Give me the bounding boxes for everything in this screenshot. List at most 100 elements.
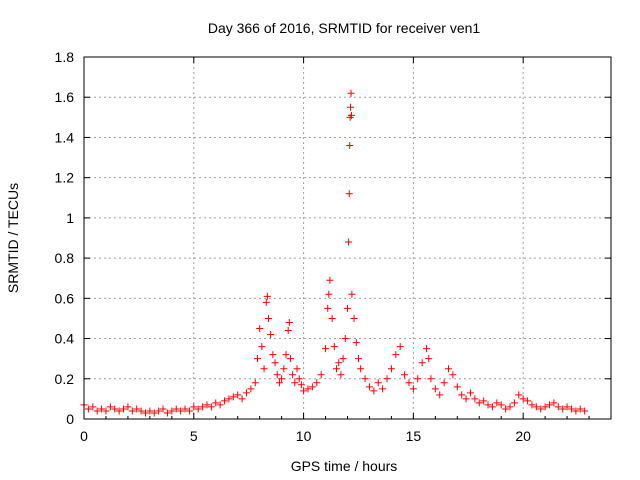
data-point: [350, 314, 358, 322]
data-point: [440, 379, 448, 387]
data-point: [449, 371, 457, 379]
data-point: [308, 383, 316, 391]
data-point: [335, 359, 343, 367]
data-point: [304, 385, 312, 393]
data-point: [93, 407, 101, 415]
data-point: [313, 379, 321, 387]
data-point: [453, 383, 461, 391]
data-point: [269, 351, 277, 359]
data-point: [348, 290, 356, 298]
data-point: [216, 401, 224, 409]
data-point: [396, 343, 404, 351]
data-point: [124, 403, 132, 411]
data-point: [572, 407, 580, 415]
data-point: [436, 391, 444, 399]
y-tick-label: 0.8: [55, 250, 75, 266]
data-point: [137, 407, 145, 415]
data-point: [344, 304, 351, 312]
data-point: [128, 407, 136, 415]
y-tick-label: 0.2: [55, 371, 75, 387]
data-point: [225, 395, 233, 403]
data-point: [462, 395, 470, 403]
y-tick-label: 1.6: [55, 89, 75, 105]
data-point: [258, 343, 266, 351]
data-point: [466, 389, 474, 397]
y-tick-label: 1.4: [55, 129, 75, 145]
data-point: [502, 405, 510, 413]
data-point: [120, 405, 128, 413]
data-point: [260, 365, 268, 373]
data-point: [247, 385, 255, 393]
data-point: [146, 407, 154, 415]
data-point: [418, 359, 426, 367]
data-point: [177, 407, 185, 415]
data-point: [106, 403, 114, 411]
data-point: [289, 371, 297, 379]
data-point: [285, 318, 293, 326]
data-point: [392, 351, 400, 359]
data-point: [414, 375, 422, 383]
data-point: [554, 403, 562, 411]
data-point: [550, 399, 558, 407]
data-point: [253, 355, 261, 363]
data-point: [280, 365, 288, 373]
data-point: [185, 407, 193, 415]
data-point: [361, 375, 369, 383]
data-point: [325, 290, 333, 298]
data-point: [229, 393, 237, 401]
data-point: [155, 407, 163, 415]
data-point: [345, 190, 353, 198]
data-point: [163, 409, 171, 417]
data-points: [80, 89, 589, 417]
data-point: [425, 355, 433, 363]
data-point: [297, 381, 305, 389]
data-point: [330, 343, 338, 351]
y-tick-label: 1.8: [55, 49, 75, 65]
data-point: [431, 385, 439, 393]
data-point: [480, 397, 488, 405]
y-axis-label: SRMTID / TECUs: [5, 183, 21, 293]
x-tick-label: 15: [406, 428, 422, 444]
data-point: [262, 298, 270, 306]
data-point: [84, 405, 92, 413]
x-tick-label: 20: [515, 428, 531, 444]
chart-title: Day 366 of 2016, SRMTID for receiver ven…: [208, 20, 481, 36]
data-point: [133, 405, 141, 413]
data-point: [524, 397, 532, 405]
data-point: [493, 399, 501, 407]
data-point: [458, 391, 466, 399]
y-tick-label: 1.2: [55, 170, 75, 186]
data-point: [102, 407, 110, 415]
data-point: [405, 379, 413, 387]
x-tick-label: 5: [190, 428, 198, 444]
data-point: [383, 375, 391, 383]
data-point: [194, 405, 202, 413]
data-point: [328, 314, 336, 322]
data-point: [273, 371, 281, 379]
data-point: [401, 371, 409, 379]
data-point: [528, 401, 536, 409]
data-point: [264, 314, 272, 322]
data-point: [445, 365, 453, 373]
data-point: [475, 399, 483, 407]
data-point: [427, 375, 435, 383]
data-point: [295, 375, 303, 383]
data-point: [199, 403, 207, 411]
data-point: [506, 403, 514, 411]
data-point: [387, 365, 395, 373]
y-tick-label: 0.6: [55, 290, 75, 306]
data-point: [345, 238, 353, 246]
data-point: [423, 345, 431, 353]
data-point: [346, 141, 354, 149]
axis-ticks: 0 0.2 0.4 0.6 0.8 1 1.2 1.4 1.6 1.8 0 5 10 15 20: [55, 49, 611, 444]
data-point: [89, 403, 97, 411]
data-point: [546, 401, 554, 409]
grid: [84, 57, 611, 419]
data-point: [581, 407, 589, 415]
data-point: [317, 371, 325, 379]
data-point: [98, 405, 106, 413]
data-point: [267, 331, 275, 339]
data-point: [532, 403, 540, 411]
data-point: [339, 355, 347, 363]
data-point: [322, 345, 330, 353]
